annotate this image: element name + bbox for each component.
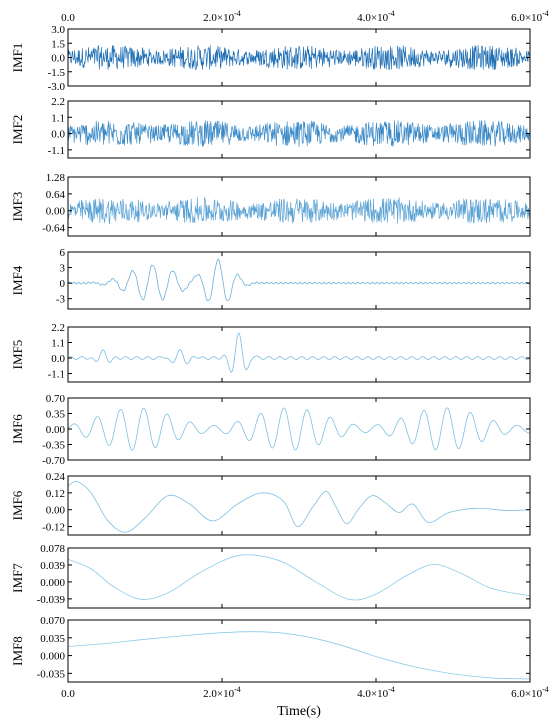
y-tick-label: 0.0 [51,53,65,65]
top-x-tick-label: 2.0×10-4 [203,9,241,24]
y-tick-label: 0.00 [46,206,66,218]
y-tick-label: 0 [60,278,66,290]
y-tick-label: -0.039 [37,594,66,606]
y-tick-label: -1.1 [48,369,65,381]
y-tick-label: 1.1 [51,338,65,350]
y-axis-label: IMF1 [10,43,25,73]
series-line [67,481,531,533]
bottom-x-tick-label: 6.0×10-4 [511,685,549,700]
series-line [67,407,531,451]
series-line [67,120,531,148]
y-tick-label: 2.2 [51,322,65,334]
panel-9: 0.070 0.035 0.000 -0.035 IMF8 [10,615,531,683]
y-tick-label: 0.35 [46,409,66,421]
y-tick-label: 0.0 [51,353,65,365]
y-tick-label: 0.000 [40,577,65,589]
y-tick-label: 0.00 [46,505,66,517]
y-tick-label: -0.035 [37,668,66,680]
plot-frame [67,547,531,609]
y-tick-label: 0.000 [40,651,65,663]
tick-exponent: -4 [542,9,549,18]
y-axis-label: IMF4 [10,265,25,295]
panel-7: 0.24 0.12 0.00 -0.12 IMF6 [10,471,531,536]
y-axis-label: IMF6 [10,490,25,520]
top-x-tick-label: 4.0×10-4 [357,9,395,24]
y-tick-label: -0.70 [42,455,65,467]
series-line [67,197,531,225]
y-axis-label: IMF2 [10,115,25,145]
tick-exponent: -4 [234,9,241,18]
y-tick-label: -3 [56,294,66,306]
tick-exponent: -4 [234,685,241,694]
y-tick-label: 0.12 [46,488,65,500]
top-x-tick-label: 6.0×10-4 [511,9,549,24]
y-axis-label: IMF7 [10,563,25,593]
plot-frame [67,100,531,159]
series-line [67,45,531,70]
y-tick-label: 0.00 [46,424,66,436]
panel-6: 0.70 0.35 0.00 -0.35 -0.70 IMF6 [10,393,531,467]
y-tick-label: -0.35 [42,440,65,452]
series-line [67,631,531,680]
y-tick-label: 1.28 [46,172,66,184]
series-line [67,258,531,302]
tick-exponent: -4 [388,685,395,694]
panel-4: 6 3 0 -3 IMF4 [10,247,531,310]
y-tick-label: -0.64 [42,223,65,235]
y-tick-label: -3.0 [48,81,66,93]
panel-1: 3.0 1.5 0.0 -1.5 -3.0 IMF1 [10,24,531,93]
y-tick-label: -0.12 [42,522,65,534]
series-line [67,554,531,601]
y-tick-label: 0.035 [40,633,65,645]
bottom-x-tick-label: 0.0 [61,688,75,700]
y-axis-label: IMF3 [10,192,25,222]
y-tick-label: 2.2 [51,96,65,108]
y-tick-label: 6 [60,247,66,259]
y-tick-label: 0.078 [40,543,65,555]
panel-2: 2.2 1.1 0.0 -1.1 IMF2 [10,96,531,159]
y-tick-label: 3.0 [51,24,65,36]
y-tick-label: 3 [60,263,66,275]
x-axis-label: Time(s) [277,704,321,719]
top-x-tick-label: 0.0 [61,12,75,24]
y-tick-label: 1.5 [51,38,65,50]
tick-exponent: -4 [542,685,549,694]
bottom-x-tick-label: 2.0×10-4 [203,685,241,700]
plot-frame [67,397,531,461]
tick-exponent: -4 [388,9,395,18]
plot-frame [67,251,531,310]
y-tick-label: 0.64 [46,189,66,201]
y-tick-label: 0.070 [40,615,65,627]
plot-frame [67,176,531,237]
y-tick-label: 0.70 [46,393,66,405]
series-line [67,332,531,373]
panel-8: 0.078 0.039 0.000 -0.039 IMF7 [10,543,531,609]
plot-frame [67,619,531,683]
y-tick-label: -1.5 [48,67,66,79]
panel-3: 1.28 0.64 0.00 -0.64 IMF3 [10,172,531,237]
plot-frame [67,475,531,536]
y-axis-label: IMF5 [10,340,25,370]
bottom-x-tick-label: 4.0×10-4 [357,685,395,700]
y-axis-label: IMF6 [10,414,25,444]
y-tick-label: -1.1 [48,145,65,157]
y-tick-label: 0.039 [40,560,65,572]
plot-frame [67,326,531,383]
panel-5: 2.2 1.1 0.0 -1.1 IMF5 [10,322,531,383]
y-tick-label: 0.0 [51,129,65,141]
y-tick-label: 0.24 [46,471,66,483]
y-axis-label: IMF8 [10,636,25,666]
y-tick-label: 1.1 [51,112,65,124]
